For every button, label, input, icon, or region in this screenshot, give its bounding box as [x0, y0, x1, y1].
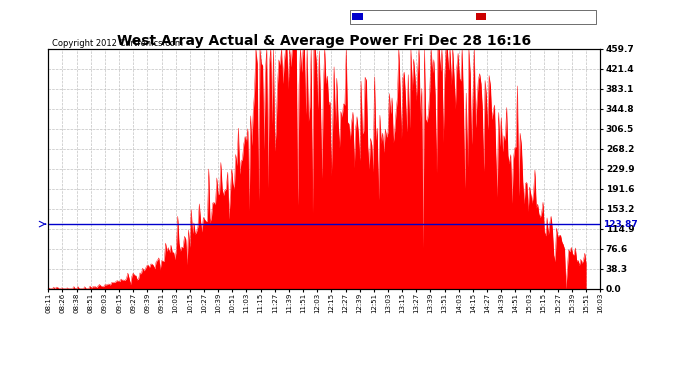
Legend: Average  (DC Watts), West Array  (DC Watts): Average (DC Watts), West Array (DC Watts… — [350, 10, 595, 24]
Title: West Array Actual & Average Power Fri Dec 28 16:16: West Array Actual & Average Power Fri De… — [117, 34, 531, 48]
Text: Copyright 2012 Cartronics.com: Copyright 2012 Cartronics.com — [52, 39, 183, 48]
Text: 123.87: 123.87 — [603, 220, 638, 229]
